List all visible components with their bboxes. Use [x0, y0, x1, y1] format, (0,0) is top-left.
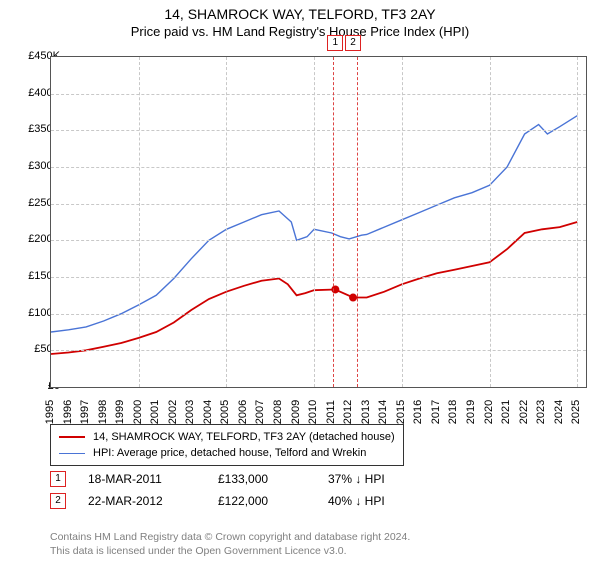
x-tick-label: 2017 [430, 400, 442, 424]
x-tick-label: 2000 [132, 400, 144, 424]
x-tick-label: 2009 [290, 400, 302, 424]
x-tick-label: 2016 [412, 400, 424, 424]
legend-label-hpi: HPI: Average price, detached house, Telf… [93, 447, 366, 459]
x-tick-label: 2015 [395, 400, 407, 424]
x-tick-label: 2021 [500, 400, 512, 424]
x-tick-label: 2007 [254, 400, 266, 424]
sale-date: 18-MAR-2011 [88, 472, 218, 486]
x-tick-label: 2003 [184, 400, 196, 424]
legend-row-hpi: HPI: Average price, detached house, Telf… [59, 445, 395, 461]
x-tick-label: 2024 [553, 400, 565, 424]
sale-marker-2: 2 [50, 493, 66, 509]
chart-title: 14, SHAMROCK WAY, TELFORD, TF3 2AY [0, 6, 600, 22]
footer-line-1: Contains HM Land Registry data © Crown c… [50, 530, 410, 544]
x-tick-label: 2022 [518, 400, 530, 424]
legend-box: 14, SHAMROCK WAY, TELFORD, TF3 2AY (deta… [50, 424, 404, 466]
x-tick-label: 2014 [377, 400, 389, 424]
x-tick-label: 2019 [465, 400, 477, 424]
x-tick-label: 2001 [149, 400, 161, 424]
x-tick-label: 2010 [307, 400, 319, 424]
x-tick-label: 2011 [325, 400, 337, 424]
sale-marker-box-1: 1 [327, 35, 343, 51]
x-tick-label: 1996 [62, 400, 74, 424]
x-tick-label: 1997 [79, 400, 91, 424]
sale-marker-1: 1 [50, 471, 66, 487]
sale-date: 22-MAR-2012 [88, 494, 218, 508]
x-tick-label: 1998 [97, 400, 109, 424]
x-tick-label: 2002 [167, 400, 179, 424]
x-tick-label: 2018 [447, 400, 459, 424]
sales-row: 2 22-MAR-2012 £122,000 40% ↓ HPI [50, 490, 448, 512]
legend-row-property: 14, SHAMROCK WAY, TELFORD, TF3 2AY (deta… [59, 429, 395, 445]
legend-swatch-hpi [59, 453, 85, 454]
x-tick-label: 2012 [342, 400, 354, 424]
chart-container: 14, SHAMROCK WAY, TELFORD, TF3 2AY Price… [0, 6, 600, 566]
x-tick-label: 1995 [44, 400, 56, 424]
x-tick-label: 2025 [570, 400, 582, 424]
sale-marker-box-2: 2 [345, 35, 361, 51]
chart-plot-area: 12 [50, 56, 587, 388]
chart-svg [51, 57, 586, 387]
x-tick-label: 2008 [272, 400, 284, 424]
x-tick-label: 2006 [237, 400, 249, 424]
x-tick-label: 2023 [535, 400, 547, 424]
sale-delta: 40% ↓ HPI [328, 494, 448, 508]
chart-subtitle: Price paid vs. HM Land Registry's House … [0, 24, 600, 39]
x-tick-label: 1999 [114, 400, 126, 424]
x-tick-label: 2005 [219, 400, 231, 424]
x-tick-label: 2004 [202, 400, 214, 424]
sale-price: £122,000 [218, 494, 328, 508]
sale-delta: 37% ↓ HPI [328, 472, 448, 486]
footer-attribution: Contains HM Land Registry data © Crown c… [50, 530, 410, 558]
sales-table: 1 18-MAR-2011 £133,000 37% ↓ HPI 2 22-MA… [50, 468, 448, 512]
sale-price: £133,000 [218, 472, 328, 486]
legend-label-property: 14, SHAMROCK WAY, TELFORD, TF3 2AY (deta… [93, 431, 395, 443]
footer-line-2: This data is licensed under the Open Gov… [50, 544, 410, 558]
x-tick-label: 2020 [483, 400, 495, 424]
legend-swatch-property [59, 436, 85, 438]
x-tick-label: 2013 [360, 400, 372, 424]
sales-row: 1 18-MAR-2011 £133,000 37% ↓ HPI [50, 468, 448, 490]
